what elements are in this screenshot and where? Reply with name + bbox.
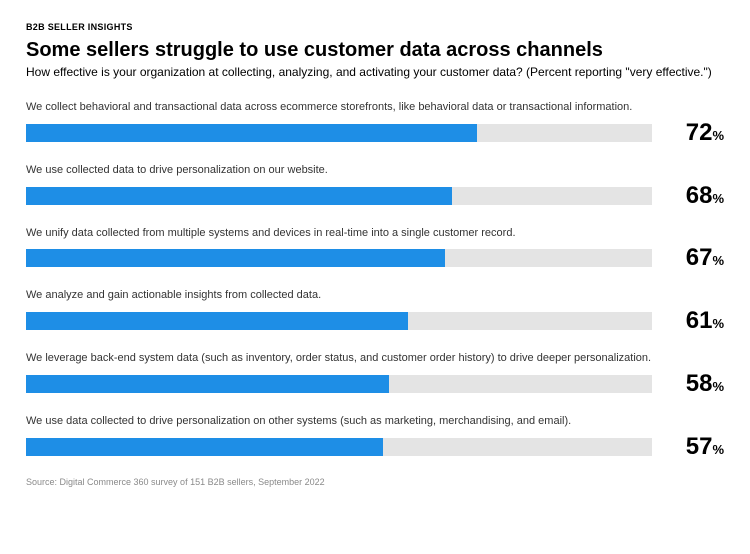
bar-line: 68% — [26, 184, 724, 208]
bar-value-number: 68 — [686, 184, 713, 208]
bar-value: 58% — [666, 372, 724, 396]
bar-row: We analyze and gain actionable insights … — [26, 289, 724, 333]
percent-sign: % — [712, 253, 724, 268]
bar-value-number: 67 — [686, 246, 713, 270]
bar-fill — [26, 375, 389, 393]
bar-label: We collect behavioral and transactional … — [26, 101, 724, 115]
percent-sign: % — [712, 128, 724, 143]
bar-fill — [26, 312, 408, 330]
bar-line: 57% — [26, 435, 724, 459]
bar-label: We analyze and gain actionable insights … — [26, 289, 724, 303]
bar-row: We leverage back-end system data (such a… — [26, 352, 724, 396]
percent-sign: % — [712, 379, 724, 394]
bar-label: We leverage back-end system data (such a… — [26, 352, 724, 366]
bar-track — [26, 375, 652, 393]
bar-line: 67% — [26, 246, 724, 270]
percent-sign: % — [712, 442, 724, 457]
bar-value-number: 72 — [686, 121, 713, 145]
page-subtitle: How effective is your organization at co… — [26, 65, 724, 79]
bar-value-number: 57 — [686, 435, 713, 459]
bar-value: 67% — [666, 246, 724, 270]
bar-value: 72% — [666, 121, 724, 145]
percent-sign: % — [712, 191, 724, 206]
bar-value: 68% — [666, 184, 724, 208]
percent-sign: % — [712, 316, 724, 331]
bar-row: We unify data collected from multiple sy… — [26, 227, 724, 271]
bar-value-number: 61 — [686, 309, 713, 333]
bar-fill — [26, 249, 445, 267]
bar-track — [26, 312, 652, 330]
bar-row: We use collected data to drive personali… — [26, 164, 724, 208]
bar-track — [26, 187, 652, 205]
bar-line: 61% — [26, 309, 724, 333]
bar-track — [26, 124, 652, 142]
bar-value: 61% — [666, 309, 724, 333]
bar-line: 58% — [26, 372, 724, 396]
bar-label: We use data collected to drive personali… — [26, 415, 724, 429]
page-title: Some sellers struggle to use customer da… — [26, 38, 724, 62]
bar-row: We use data collected to drive personali… — [26, 415, 724, 459]
bar-fill — [26, 187, 452, 205]
bar-fill — [26, 124, 477, 142]
bar-fill — [26, 438, 383, 456]
source-attribution: Source: Digital Commerce 360 survey of 1… — [26, 477, 724, 487]
eyebrow-label: B2B SELLER INSIGHTS — [26, 22, 724, 32]
bar-row: We collect behavioral and transactional … — [26, 101, 724, 145]
bar-line: 72% — [26, 121, 724, 145]
bar-chart: We collect behavioral and transactional … — [26, 101, 724, 459]
bar-value: 57% — [666, 435, 724, 459]
bar-value-number: 58 — [686, 372, 713, 396]
bar-label: We unify data collected from multiple sy… — [26, 227, 724, 241]
bar-track — [26, 249, 652, 267]
bar-label: We use collected data to drive personali… — [26, 164, 724, 178]
bar-track — [26, 438, 652, 456]
